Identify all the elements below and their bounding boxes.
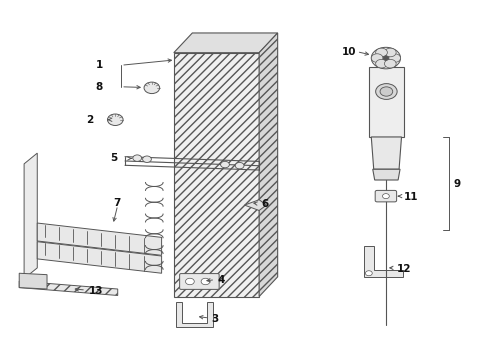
Text: 8: 8 [96, 82, 103, 92]
FancyBboxPatch shape [374, 190, 396, 202]
Polygon shape [37, 242, 161, 273]
Polygon shape [176, 302, 212, 327]
Circle shape [375, 48, 386, 57]
Text: 9: 9 [452, 179, 459, 189]
Text: 12: 12 [396, 264, 410, 274]
Circle shape [388, 54, 400, 62]
Text: 1: 1 [96, 60, 103, 70]
Text: 10: 10 [341, 46, 356, 57]
Polygon shape [259, 33, 277, 297]
Circle shape [185, 278, 194, 285]
Text: 2: 2 [86, 115, 93, 125]
Text: 13: 13 [88, 286, 103, 296]
Circle shape [384, 48, 395, 57]
Circle shape [379, 87, 392, 96]
Text: 7: 7 [113, 198, 120, 208]
Circle shape [107, 114, 123, 126]
Circle shape [365, 271, 371, 276]
Polygon shape [244, 200, 266, 211]
Text: 3: 3 [211, 314, 218, 324]
FancyBboxPatch shape [179, 274, 219, 289]
Text: 11: 11 [403, 192, 417, 202]
Circle shape [201, 278, 209, 285]
Circle shape [382, 194, 388, 199]
Circle shape [370, 47, 400, 69]
Polygon shape [173, 33, 277, 53]
Circle shape [144, 82, 159, 94]
Polygon shape [19, 273, 47, 289]
Circle shape [235, 162, 244, 169]
Polygon shape [368, 67, 403, 137]
Circle shape [142, 156, 151, 162]
Text: 4: 4 [217, 275, 224, 285]
Polygon shape [37, 223, 161, 255]
Polygon shape [19, 281, 118, 296]
Text: 5: 5 [110, 153, 118, 163]
Text: 6: 6 [261, 199, 268, 209]
Circle shape [133, 155, 142, 161]
Circle shape [375, 84, 396, 99]
Polygon shape [372, 169, 399, 180]
Polygon shape [363, 246, 402, 277]
Circle shape [382, 56, 388, 60]
Circle shape [370, 54, 382, 62]
Polygon shape [24, 153, 37, 279]
Circle shape [375, 59, 386, 68]
Bar [173, 53, 259, 297]
Circle shape [384, 59, 395, 68]
Circle shape [220, 161, 229, 168]
Polygon shape [370, 137, 401, 169]
